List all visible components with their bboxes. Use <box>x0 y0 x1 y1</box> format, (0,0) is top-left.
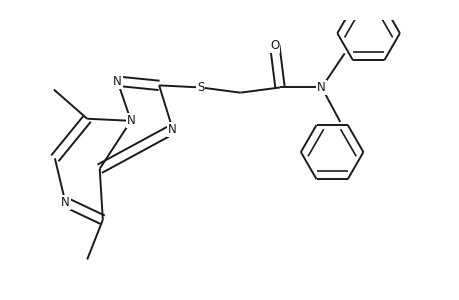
Text: O: O <box>269 39 279 52</box>
Text: N: N <box>61 196 70 208</box>
Text: S: S <box>197 81 204 94</box>
Text: N: N <box>113 75 122 88</box>
Text: N: N <box>317 81 325 94</box>
Text: N: N <box>168 123 177 136</box>
Text: N: N <box>126 114 135 127</box>
